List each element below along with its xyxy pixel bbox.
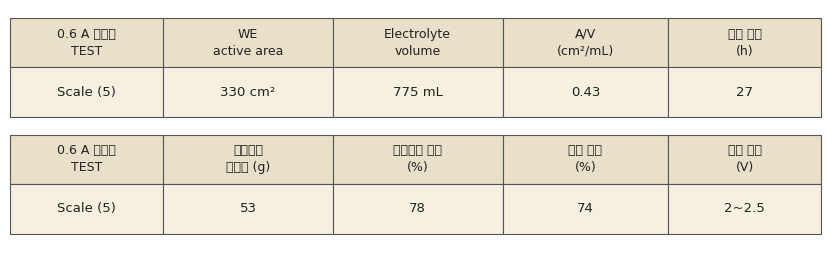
Text: 전류 효율
(%): 전류 효율 (%) xyxy=(567,144,602,174)
Bar xyxy=(163,67,332,117)
Text: 0.6 A 정전류
TEST: 0.6 A 정전류 TEST xyxy=(57,27,116,58)
Text: 0.43: 0.43 xyxy=(570,86,600,99)
Bar xyxy=(502,18,667,67)
Text: 74: 74 xyxy=(576,202,593,215)
Text: 53: 53 xyxy=(239,202,256,215)
Text: Scale (5): Scale (5) xyxy=(57,86,116,99)
Bar xyxy=(667,184,820,234)
Bar xyxy=(10,67,163,117)
Bar xyxy=(502,67,667,117)
Text: 2~2.5: 2~2.5 xyxy=(724,202,764,215)
Text: 775 mL: 775 mL xyxy=(392,86,442,99)
Bar xyxy=(163,18,332,67)
Text: 옥살산염 순도
(%): 옥살산염 순도 (%) xyxy=(393,144,442,174)
Text: 27: 27 xyxy=(735,86,753,99)
Text: 반응 시간
(h): 반응 시간 (h) xyxy=(727,27,761,58)
Bar xyxy=(332,184,502,234)
Text: WE
active area: WE active area xyxy=(213,27,283,58)
Bar xyxy=(10,135,163,184)
Bar xyxy=(10,184,163,234)
Bar xyxy=(332,18,502,67)
Bar xyxy=(667,67,820,117)
Text: 330 cm²: 330 cm² xyxy=(220,86,275,99)
Text: A/V
(cm²/mL): A/V (cm²/mL) xyxy=(556,27,614,58)
Bar xyxy=(10,18,163,67)
Bar xyxy=(332,135,502,184)
Bar xyxy=(332,67,502,117)
Bar xyxy=(163,135,332,184)
Text: 0.6 A 정전류
TEST: 0.6 A 정전류 TEST xyxy=(57,144,116,174)
Text: 옥살산염
생성량 (g): 옥살산염 생성량 (g) xyxy=(226,144,270,174)
Bar xyxy=(667,135,820,184)
Text: Scale (5): Scale (5) xyxy=(57,202,116,215)
Bar xyxy=(502,184,667,234)
Text: Electrolyte
volume: Electrolyte volume xyxy=(384,27,451,58)
Bar xyxy=(502,135,667,184)
Text: 78: 78 xyxy=(409,202,426,215)
Text: 양단 전압
(V): 양단 전압 (V) xyxy=(727,144,761,174)
Bar xyxy=(163,184,332,234)
Bar xyxy=(667,18,820,67)
